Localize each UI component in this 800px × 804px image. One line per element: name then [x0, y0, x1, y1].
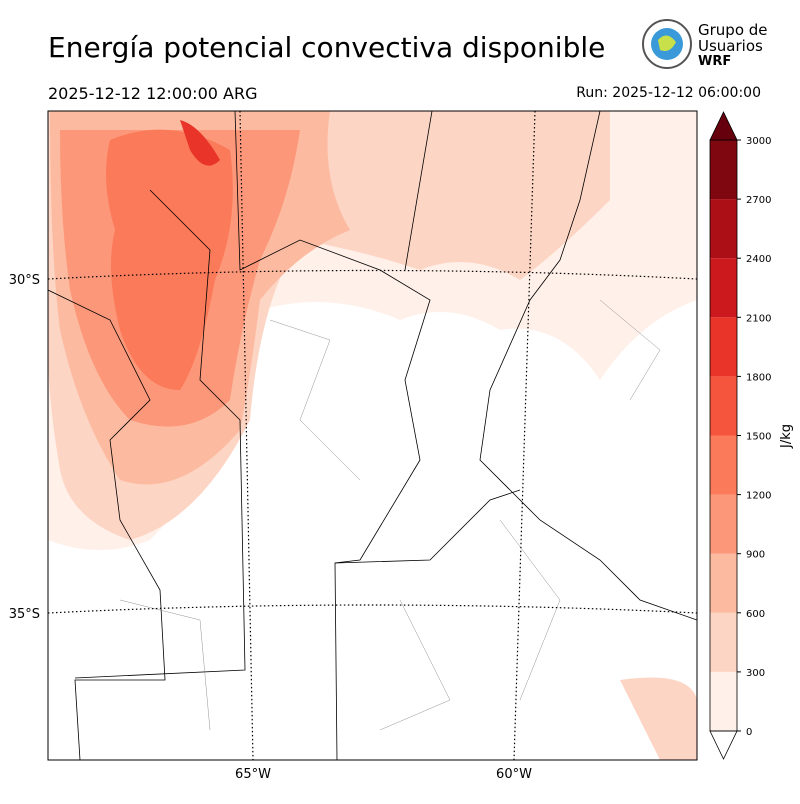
colorbar-band [710, 671, 737, 731]
colorbar-band [710, 494, 737, 554]
colorbar-over [709, 111, 738, 141]
title: Energía potencial convectiva disponible [48, 31, 605, 64]
logo-text: Usuarios [698, 37, 763, 55]
colorbar-tick-label: 3000 [746, 136, 771, 147]
colorbar-label: J/kg [779, 424, 794, 449]
colorbar-tick-label: 900 [746, 550, 765, 561]
colorbar-tick-label: 2700 [746, 195, 771, 206]
colorbar-tick-label: 1500 [746, 432, 771, 443]
logo-text: Grupo de [698, 21, 768, 39]
lat-label: 35°S [9, 607, 40, 622]
valid-time: 2025-12-12 12:00:00 ARG [48, 84, 257, 103]
colorbar: 0 300 600 900 1200 1500 1800 2100 2400 2700 3000 [709, 111, 771, 760]
colorbar-band [710, 376, 737, 436]
lat-label: 30°S [9, 273, 40, 288]
colorbar-band [710, 258, 737, 318]
lon-label: 60°W [496, 767, 532, 782]
colorbar-band [710, 199, 737, 259]
map [48, 111, 697, 760]
colorbar-tick-label: 0 [746, 727, 752, 738]
colorbar-tick-label: 2400 [746, 254, 771, 265]
lon-label: 65°W [235, 767, 271, 782]
colorbar-band [710, 435, 737, 495]
colorbar-tick-label: 300 [746, 668, 765, 679]
colorbar-band [710, 612, 737, 672]
run-time: Run: 2025-12-12 06:00:00 [576, 85, 761, 101]
logo-text: WRF [698, 54, 731, 69]
colorbar-tick-label: 1800 [746, 372, 771, 383]
map-frame [47, 110, 698, 761]
colorbar-band [710, 317, 737, 377]
colorbar-tick-label: 600 [746, 609, 765, 620]
colorbar-tick-label: 2100 [746, 313, 771, 324]
logo: Grupo de Usuarios WRF [642, 19, 768, 69]
colorbar-band [710, 553, 737, 613]
colorbar-band [710, 140, 737, 200]
colorbar-tick-label: 1200 [746, 491, 771, 502]
colorbar-under [709, 730, 738, 760]
